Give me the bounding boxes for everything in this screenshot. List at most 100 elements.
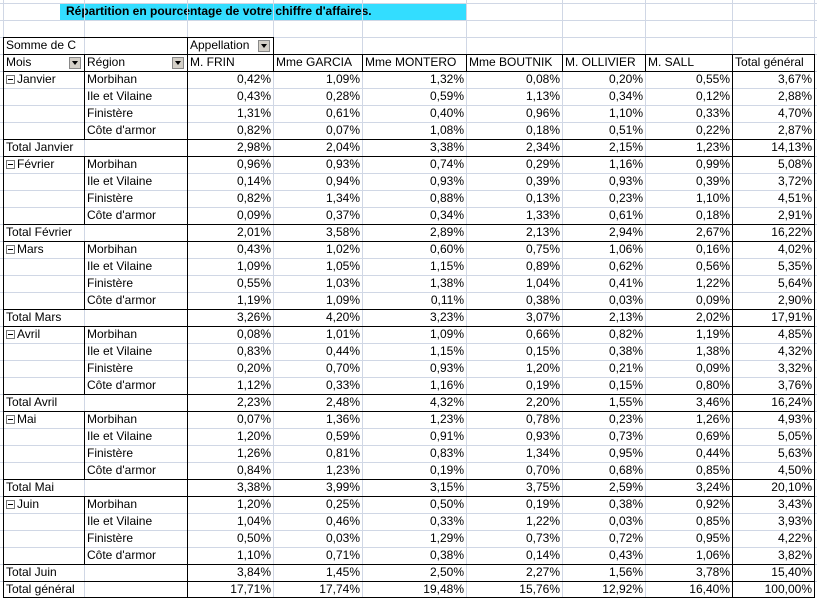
- subtotal-label: Total Février: [6, 225, 73, 239]
- subtotal-cell: 2,20%: [525, 395, 560, 409]
- gridline: [0, 428, 817, 429]
- value-cell: 1,02%: [325, 242, 360, 256]
- border: [732, 479, 733, 496]
- value-cell: 0,03%: [325, 531, 360, 545]
- filter-dropdown[interactable]: [172, 57, 184, 69]
- value-cell: 1,04%: [525, 276, 560, 290]
- value-cell: 1,04%: [236, 514, 271, 528]
- gridline: [0, 20, 817, 21]
- value-cell: 0,92%: [695, 497, 730, 511]
- filter-dropdown[interactable]: [69, 57, 81, 69]
- value-cell: 0,93%: [325, 157, 360, 171]
- region-label: Côte d'armor: [87, 463, 156, 477]
- value-cell: 3,32%: [777, 361, 812, 375]
- value-cell: 0,21%: [608, 361, 643, 375]
- subtotal-cell: 3,07%: [525, 310, 560, 324]
- border: [187, 564, 188, 581]
- data-field: Somme de C: [6, 38, 77, 52]
- collapse-button[interactable]: [6, 500, 15, 509]
- subtotal-cell: 3,99%: [325, 480, 360, 494]
- grand-total-cell: 100,00%: [764, 582, 812, 596]
- column-header: Mme BOUTNIK: [469, 55, 553, 69]
- value-cell: 4,32%: [777, 344, 812, 358]
- subtotal-cell: 4,20%: [325, 310, 360, 324]
- gridline: [0, 462, 817, 463]
- value-cell: 1,19%: [695, 327, 730, 341]
- value-cell: 0,56%: [695, 259, 730, 273]
- value-cell: 1,01%: [325, 327, 360, 341]
- collapse-button[interactable]: [6, 415, 15, 424]
- border: [732, 71, 733, 139]
- gridline: [0, 88, 817, 89]
- gridline: [0, 258, 817, 259]
- subtotal-cell: 3,58%: [325, 225, 360, 239]
- value-cell: 0,94%: [325, 174, 360, 188]
- value-cell: 0,42%: [236, 72, 271, 86]
- value-cell: 1,10%: [236, 548, 271, 562]
- value-cell: 4,51%: [777, 191, 812, 205]
- value-cell: 0,75%: [525, 242, 560, 256]
- border: [187, 496, 188, 564]
- value-cell: 0,23%: [608, 191, 643, 205]
- value-cell: 5,64%: [777, 276, 812, 290]
- collapse-button[interactable]: [6, 75, 15, 84]
- value-cell: 0,25%: [325, 497, 360, 511]
- region-label: Ile et Vilaine: [87, 174, 153, 188]
- border: [187, 241, 188, 309]
- value-cell: 0,18%: [695, 208, 730, 222]
- border: [3, 241, 815, 242]
- border: [84, 54, 85, 71]
- subtotal-cell: 3,38%: [236, 480, 271, 494]
- region-label: Ile et Vilaine: [87, 89, 153, 103]
- filter-dropdown[interactable]: [258, 40, 270, 52]
- subtotal-cell: 2,89%: [429, 225, 464, 239]
- value-cell: 1,23%: [325, 463, 360, 477]
- value-cell: 0,78%: [525, 412, 560, 426]
- border: [187, 581, 188, 598]
- collapse-button[interactable]: [6, 245, 15, 254]
- border: [3, 139, 4, 156]
- value-cell: 0,33%: [695, 106, 730, 120]
- value-cell: 1,26%: [695, 412, 730, 426]
- border: [645, 54, 646, 71]
- border: [3, 581, 4, 598]
- value-cell: 0,70%: [325, 361, 360, 375]
- subtotal-cell: 14,13%: [771, 140, 812, 154]
- value-cell: 0,61%: [608, 208, 643, 222]
- value-cell: 0,69%: [695, 429, 730, 443]
- value-cell: 1,36%: [325, 412, 360, 426]
- value-cell: 0,74%: [429, 157, 464, 171]
- subtotal-cell: 1,56%: [608, 565, 643, 579]
- subtotal-cell: 3,23%: [429, 310, 464, 324]
- border: [732, 309, 733, 326]
- value-cell: 0,22%: [695, 123, 730, 137]
- border: [3, 411, 815, 412]
- collapse-button[interactable]: [6, 160, 15, 169]
- subtotal-label: Total Janvier: [6, 140, 74, 154]
- value-cell: 4,85%: [777, 327, 812, 341]
- value-cell: 4,22%: [777, 531, 812, 545]
- border: [732, 394, 733, 411]
- value-cell: 0,93%: [429, 361, 464, 375]
- subtotal-label: Total Juin: [6, 565, 57, 579]
- border: [732, 564, 733, 581]
- subtotal-cell: 4,32%: [429, 395, 464, 409]
- value-cell: 1,05%: [325, 259, 360, 273]
- border: [3, 37, 274, 38]
- region-label: Morbihan: [87, 242, 138, 256]
- collapse-button[interactable]: [6, 330, 15, 339]
- gridline: [0, 37, 817, 38]
- border: [3, 156, 815, 157]
- border: [3, 564, 4, 581]
- value-cell: 2,87%: [777, 123, 812, 137]
- subtotal-cell: 3,26%: [236, 310, 271, 324]
- subtotal-cell: 2,13%: [525, 225, 560, 239]
- value-cell: 0,93%: [608, 174, 643, 188]
- value-cell: 0,95%: [608, 446, 643, 460]
- value-cell: 5,35%: [777, 259, 812, 273]
- grand-total-label: Total général: [6, 582, 75, 596]
- subtotal-cell: 2,13%: [608, 310, 643, 324]
- grand-total-cell: 19,48%: [423, 582, 464, 596]
- border: [84, 411, 85, 479]
